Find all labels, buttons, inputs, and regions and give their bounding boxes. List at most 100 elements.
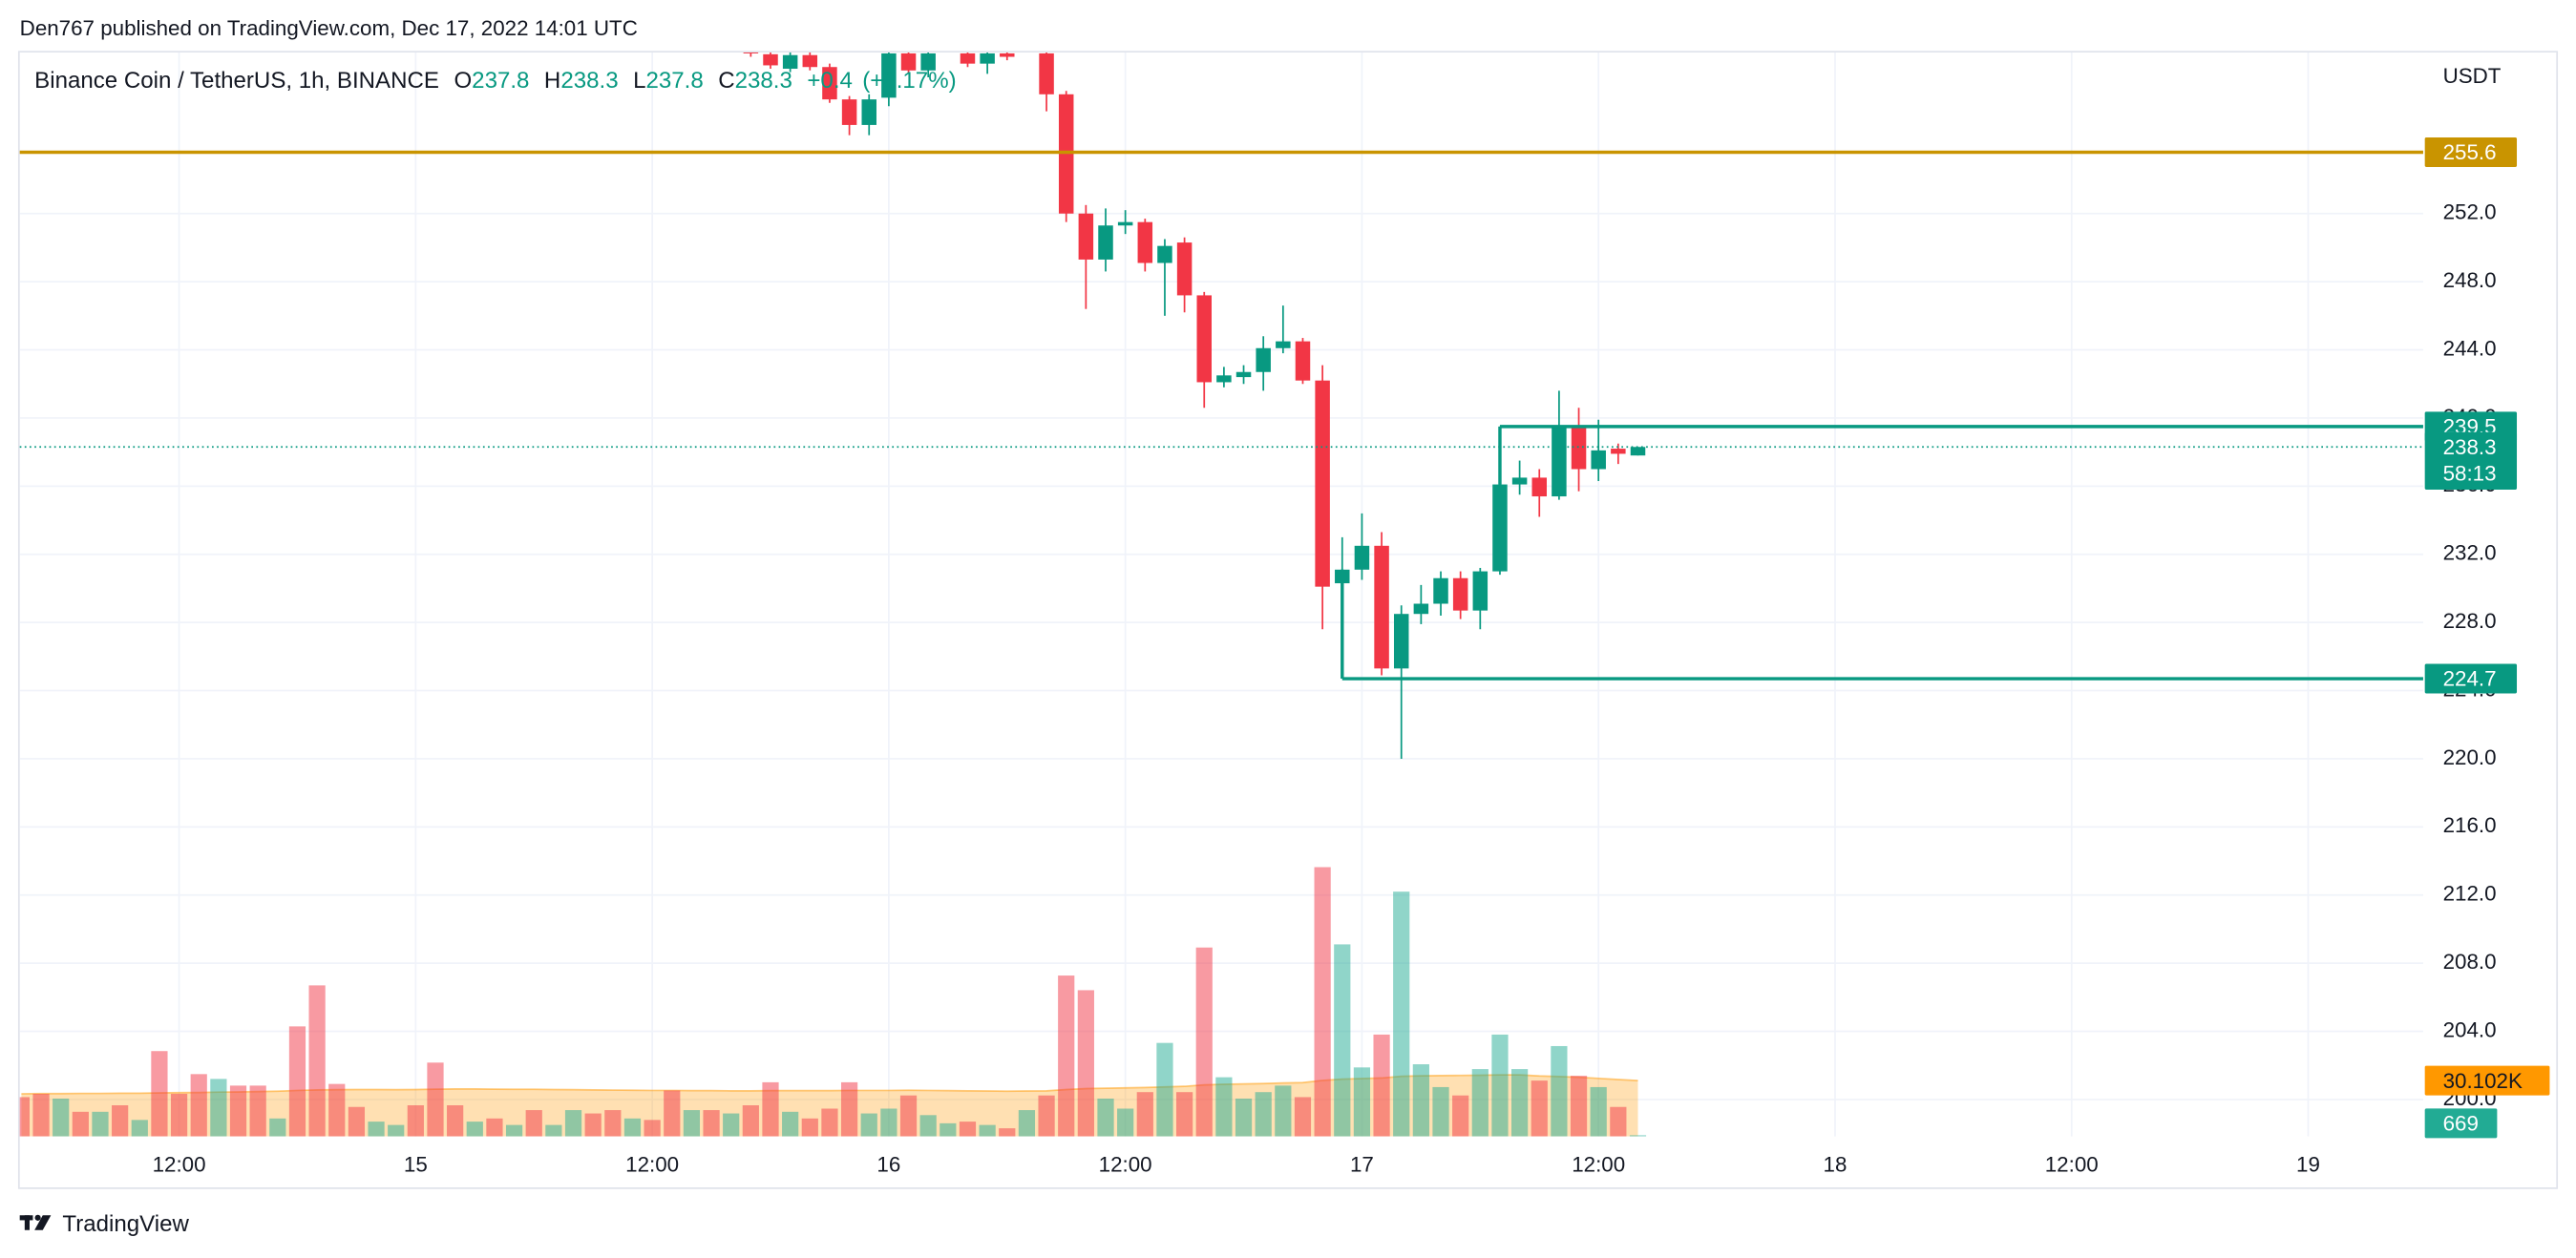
volume-bar	[53, 1099, 70, 1137]
y-tick-label: 232.0	[2443, 541, 2497, 565]
candle-body	[1354, 545, 1370, 570]
grid	[19, 52, 2423, 1137]
x-tick-label: 12:00	[153, 1153, 206, 1177]
volume-bar	[564, 1110, 582, 1137]
countdown-label: 58:13	[2443, 461, 2497, 485]
y-tick-label: 252.0	[2443, 200, 2497, 224]
volume-bar	[644, 1120, 661, 1137]
x-tick-label: 17	[1350, 1153, 1374, 1177]
volume-bar	[32, 1093, 50, 1137]
chart-frame	[17, 51, 2559, 1189]
candle-body	[1571, 426, 1587, 470]
candle-body	[1216, 375, 1232, 383]
logo-shape	[24, 1215, 30, 1230]
y-tick-label: 228.0	[2443, 609, 2497, 633]
volume-bar	[328, 1083, 346, 1137]
candle-body	[1235, 371, 1252, 378]
candle-body	[1276, 341, 1291, 348]
candle-body	[1058, 94, 1074, 214]
volume-bar	[979, 1124, 996, 1137]
logo-shape	[34, 1215, 52, 1230]
volume-ma-area	[21, 1075, 1638, 1137]
candle-body	[822, 67, 837, 100]
volume-ma-label: 30.102K	[2443, 1069, 2523, 1093]
candle-body	[1492, 484, 1508, 572]
volume-bar	[880, 1108, 897, 1137]
candle-body	[960, 52, 976, 64]
volume-bar	[584, 1113, 602, 1137]
candle-body	[1374, 545, 1389, 669]
volume-bar	[229, 1085, 247, 1137]
candle-body	[980, 52, 995, 64]
candle-body	[1256, 347, 1271, 372]
volume-bar	[505, 1124, 523, 1137]
volume-bar	[72, 1111, 89, 1137]
volume-bar	[545, 1124, 562, 1137]
volume-bar	[1117, 1108, 1134, 1137]
volume-bar	[288, 1026, 306, 1137]
candle-body	[1176, 242, 1193, 296]
level-label-box	[2424, 136, 2518, 167]
volume-bar	[190, 1074, 207, 1137]
volume-bar	[840, 1081, 858, 1137]
volume-bar	[1491, 1034, 1509, 1137]
candle-body	[1511, 477, 1528, 485]
volume-bar	[1294, 1097, 1312, 1137]
candle-body	[743, 52, 759, 53]
volume-bar	[348, 1106, 366, 1137]
level-label: 255.6	[2443, 140, 2497, 164]
x-tick-label: 16	[876, 1153, 900, 1177]
volume-bar	[1058, 975, 1075, 1137]
volume-bar	[1511, 1069, 1529, 1137]
volume-bar	[486, 1118, 503, 1137]
candle-body	[1078, 213, 1094, 260]
header: Den767 published on TradingView.com, Dec…	[20, 16, 638, 40]
volume-bar	[821, 1108, 838, 1137]
volume-bar	[1334, 944, 1351, 1137]
volume-bar	[899, 1095, 918, 1137]
candle-body	[841, 99, 857, 125]
volume-bar	[1275, 1085, 1292, 1137]
volume-bar	[723, 1113, 740, 1137]
logo-shape	[34, 1214, 41, 1221]
volume-bar	[131, 1120, 148, 1137]
volume-bar	[1215, 1077, 1233, 1137]
candle-body	[1413, 603, 1429, 615]
candle-body	[1591, 450, 1606, 470]
y-axis-unit: USDT	[2443, 64, 2502, 88]
candle-body	[861, 99, 876, 125]
volume-bar	[959, 1122, 977, 1137]
volume-bar	[1175, 1092, 1193, 1137]
volume-bar	[1038, 1095, 1055, 1137]
volume-bar	[703, 1110, 720, 1137]
legend-label: L	[633, 68, 645, 94]
last-price-box	[2424, 431, 2518, 491]
volume-bar	[1156, 1042, 1173, 1137]
plot-area	[19, 52, 1647, 1137]
candle-body	[1295, 341, 1311, 381]
volume-bar	[249, 1085, 266, 1137]
candle-body	[1315, 380, 1330, 587]
y-tick-label: 204.0	[2443, 1017, 2497, 1041]
candle-body	[1117, 221, 1133, 226]
volume-bar	[919, 1115, 937, 1137]
volume-bar	[1235, 1099, 1253, 1137]
volume-bar	[466, 1122, 483, 1137]
volume-bar	[1531, 1080, 1548, 1137]
candle-body	[1000, 52, 1015, 57]
level-label-box	[2424, 663, 2518, 694]
candle-body	[782, 54, 798, 70]
volume-bar	[1432, 1086, 1449, 1137]
x-tick-label: 18	[1824, 1153, 1848, 1177]
volume-bar	[683, 1110, 701, 1137]
legend-label: C	[718, 68, 734, 94]
volume-bar	[1570, 1076, 1588, 1137]
level-label: 224.7	[2443, 667, 2497, 691]
x-tick-label: 12:00	[625, 1153, 679, 1177]
candle-body	[763, 53, 778, 66]
candle-body	[1552, 426, 1567, 497]
legend-value: 237.8	[472, 68, 529, 94]
